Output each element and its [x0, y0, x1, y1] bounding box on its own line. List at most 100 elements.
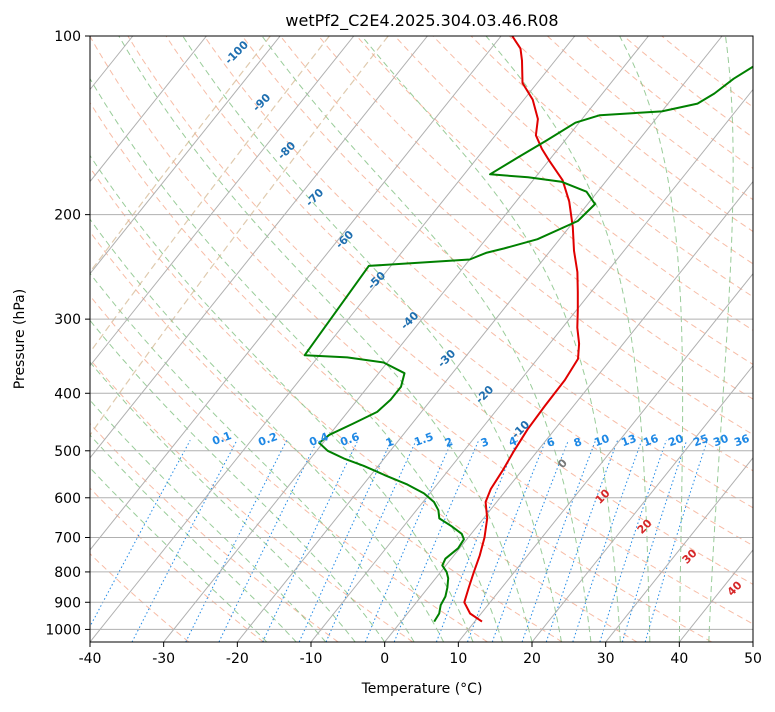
background-lines — [90, 36, 753, 642]
isotherm-line — [310, 88, 753, 642]
moist-adiabat-line — [182, 36, 562, 642]
mixing-ratio-line — [644, 440, 708, 642]
mixing-ratio-line — [218, 440, 318, 642]
moist-adiabat-line — [361, 36, 621, 642]
isotherm-line — [90, 36, 207, 183]
mixing-ratio-line — [325, 440, 417, 642]
y-axis-title: Pressure (hPa) — [12, 289, 28, 389]
moist-adiabat-line — [708, 36, 734, 642]
y-tick-label: 600 — [54, 491, 81, 507]
x-tick-label: 20 — [523, 651, 541, 667]
isotherm-line — [90, 36, 502, 551]
y-tick-label: 700 — [54, 531, 81, 547]
mixing-ratio-label: 4 — [507, 434, 519, 449]
isotherm-line — [163, 36, 649, 642]
mixing-ratio-label: 0.2 — [256, 430, 279, 449]
isotherm-line — [531, 364, 753, 642]
isotherm-line — [90, 36, 355, 367]
dry-adiabat-line — [90, 101, 712, 642]
y-tick-label: 300 — [54, 312, 81, 328]
mixing-ratio-label: 1 — [384, 435, 396, 450]
grid-lines — [90, 36, 753, 642]
isotherm-line — [236, 36, 723, 642]
mixing-ratio-line — [298, 440, 392, 642]
mixing-ratio-line — [621, 440, 688, 642]
mixing-ratio-line — [364, 440, 453, 642]
dry-adiabat-line — [127, 36, 753, 585]
moist-adiabat-line — [90, 361, 356, 642]
isotherm-line — [90, 36, 576, 642]
mixing-ratio-line — [185, 440, 288, 642]
mixing-ratio-label: 36 — [732, 432, 751, 450]
dewpoint-line — [303, 65, 753, 623]
x-tick-label: -20 — [226, 651, 249, 667]
x-tick-label: -10 — [300, 651, 323, 667]
y-tick-label: 1000 — [45, 622, 81, 638]
x-tick-label: 30 — [597, 651, 615, 667]
y-tick-label: 800 — [54, 565, 81, 581]
dry-adiabat-line — [90, 553, 190, 642]
mixing-ratio-label: 25 — [691, 432, 710, 449]
mixing-ratio-label: 30 — [711, 432, 730, 450]
mixing-ratio-label: 10 — [592, 432, 611, 450]
x-tick-label: 40 — [670, 651, 688, 667]
y-tick-label: 200 — [54, 208, 81, 224]
mixing-ratio-line — [393, 440, 480, 642]
isotherm-line — [605, 457, 753, 642]
x-tick-label: 10 — [449, 651, 467, 667]
moist-adiabat-line — [90, 319, 386, 642]
dry-adiabat-line — [90, 422, 339, 642]
mixing-ratio-line — [521, 440, 597, 642]
mixing-ratio-label: 8 — [572, 435, 584, 450]
moist-adiabat-line — [90, 467, 268, 642]
dry-adiabat-line — [394, 36, 753, 331]
mixing-ratio-label: 0.4 — [307, 430, 330, 449]
mixing-ratio-label: 13 — [619, 432, 638, 449]
temperature-line — [463, 36, 581, 623]
mixing-ratio-label: 2 — [443, 435, 455, 450]
dry-adiabat-line — [90, 231, 563, 642]
dry-adiabat-line — [90, 166, 638, 642]
mixing-ratio-label: 3 — [479, 435, 491, 450]
plot-frame — [89, 35, 754, 643]
moist-adiabat-line — [118, 36, 533, 642]
mixing-ratio-label: 0.1 — [210, 429, 233, 448]
mixing-ratio-line — [90, 440, 191, 628]
moist-adiabat-line — [485, 36, 651, 642]
dry-adiabat-line — [165, 36, 753, 547]
y-tick-label: 400 — [54, 386, 81, 402]
x-axis-title: Temperature (°C) — [361, 681, 483, 697]
x-tick-label: 50 — [744, 651, 762, 667]
x-tick-label: -40 — [79, 651, 102, 667]
x-tick-label: 0 — [380, 651, 389, 667]
isotherm-line — [457, 272, 753, 642]
y-tick-label: 500 — [54, 444, 81, 460]
moist-adiabat-line — [619, 36, 684, 642]
moist-adiabat-line — [90, 77, 503, 642]
dry-adiabat-line — [90, 294, 488, 642]
mixing-ratio-line — [545, 440, 619, 642]
x-tick-label: -30 — [152, 651, 175, 667]
chart-title: wetPf2_C2E4.2025.304.03.46.R08 — [285, 11, 558, 31]
mixing-ratio-label: 20 — [666, 432, 685, 450]
moist-adiabat-line — [90, 272, 415, 642]
data-series — [303, 36, 753, 623]
mixing-ratio-label: 1.5 — [412, 430, 435, 449]
axes: -40 -30 -20 -10 0 10 20 30 40 5010020030040050060… — [45, 29, 762, 667]
isotherm-line — [384, 180, 753, 642]
isotherm-line — [90, 36, 281, 275]
mixing-ratio-label: 16 — [641, 432, 660, 450]
y-tick-label: 900 — [54, 595, 81, 611]
moist-adiabat-line — [90, 434, 297, 642]
moist-adiabat-line — [90, 154, 474, 642]
moist-adiabat-line — [90, 218, 445, 642]
isotherm-line — [90, 36, 428, 459]
dry-adiabat-line — [356, 36, 753, 365]
moist-adiabat-line — [261, 36, 592, 642]
y-tick-label: 100 — [54, 29, 81, 45]
mixing-ratio-label: 6 — [545, 435, 557, 450]
dry-adiabat-line — [90, 36, 753, 625]
mixing-ratio-label: 0.6 — [338, 430, 361, 449]
